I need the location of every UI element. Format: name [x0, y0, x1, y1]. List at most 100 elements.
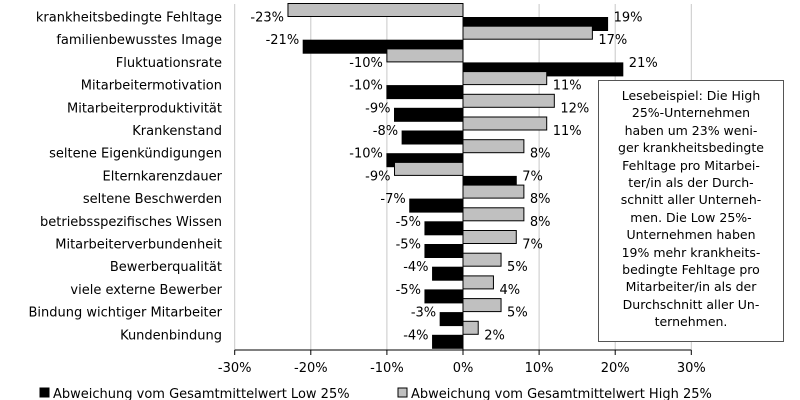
- category-label: familienbewusstes Image: [56, 33, 222, 48]
- value-label: -10%: [349, 79, 383, 94]
- bar-high: [462, 25, 593, 40]
- value-label: 4%: [499, 283, 520, 298]
- bars: [287, 3, 624, 349]
- category-label: Elternkarenzdauer: [103, 169, 223, 184]
- value-label: 2%: [484, 328, 505, 343]
- category-label: Mitarbeiterverbundenheit: [55, 238, 222, 253]
- x-tick-label: 30%: [677, 361, 706, 376]
- bar-high: [394, 161, 464, 176]
- value-label: 17%: [598, 33, 627, 48]
- annotation-line: 19% mehr krankheits-: [621, 244, 761, 260]
- category-label: viele externe Bewerber: [70, 283, 222, 298]
- value-label: 8%: [530, 192, 551, 207]
- value-label: -10%: [349, 56, 383, 71]
- bar-low: [409, 198, 464, 213]
- category-label: Fluktuationsrate: [116, 56, 222, 71]
- category-label: Krankenstand: [132, 124, 222, 139]
- bar-low: [401, 130, 464, 145]
- value-label: 8%: [530, 215, 551, 230]
- value-label: -4%: [403, 260, 428, 275]
- annotation-line: men. Die Low 25%-: [630, 209, 752, 225]
- x-tick-label: -20%: [294, 361, 328, 376]
- annotation-line: ter/in als der Durch-: [628, 175, 754, 191]
- value-label: -21%: [266, 33, 300, 48]
- value-label: 5%: [507, 306, 528, 321]
- value-label: -5%: [396, 215, 421, 230]
- category-labels: krankheitsbedingte Fehltage familienbewus…: [29, 11, 223, 344]
- bar-low: [424, 221, 464, 236]
- bar-high: [462, 275, 494, 290]
- annotation-line: Lesebeispiel: Die High: [621, 88, 761, 103]
- value-label: 7%: [522, 169, 543, 184]
- bar-low: [424, 289, 464, 304]
- bar-low: [432, 266, 464, 281]
- x-tick-label: 10%: [525, 361, 554, 376]
- value-label: -7%: [380, 192, 405, 207]
- legend-label-high: Abweichung vom Gesamtmittelwert High 25%: [411, 387, 712, 400]
- category-label: krankheitsbedingte Fehltage: [36, 11, 222, 26]
- category-label: seltene Beschwerden: [83, 192, 222, 207]
- value-label: 7%: [522, 238, 543, 253]
- bar-high: [462, 298, 502, 313]
- value-label: -9%: [365, 169, 390, 184]
- bar-high: [462, 93, 555, 108]
- annotation-line: ternehmen.: [654, 314, 728, 330]
- bar-low: [394, 107, 464, 122]
- bar-high: [462, 252, 502, 267]
- x-axis: -30% -20% -10% 0% 10% 20% 30%: [218, 349, 706, 376]
- value-label: -23%: [250, 11, 284, 26]
- bar-low: [386, 85, 464, 100]
- value-label: -9%: [365, 101, 390, 116]
- bar-high: [462, 207, 525, 222]
- legend-label-low: Abweichung vom Gesamtmittelwert Low 25%: [53, 387, 350, 400]
- value-label: -5%: [396, 238, 421, 253]
- bar-high: [462, 230, 517, 244]
- value-label: -8%: [373, 124, 398, 139]
- annotation-line: Unternehmen haben: [626, 227, 756, 243]
- x-tick-label: -10%: [370, 361, 404, 376]
- value-label: 12%: [560, 101, 589, 116]
- bar-high: [462, 184, 525, 199]
- x-tick-label: 0%: [453, 361, 474, 376]
- annotation-line: ger krankheitsbedingte: [618, 140, 764, 156]
- annotation-line: Mitarbeiter/in als der: [625, 279, 757, 295]
- category-label: betriebsspezifisches Wissen: [40, 215, 222, 230]
- annotation-line: schnitt aller Unterneh-: [620, 192, 762, 208]
- legend: Abweichung vom Gesamtmittelwert Low 25% A…: [39, 387, 712, 400]
- value-label: 5%: [507, 260, 528, 275]
- x-tick-label: 20%: [601, 361, 630, 376]
- annotation-line: Durchschnitt aller Un-: [622, 296, 760, 312]
- category-label: seltene Eigenkündigungen: [49, 147, 222, 162]
- value-label: -10%: [349, 147, 383, 162]
- bar-low: [424, 244, 464, 258]
- bar-high: [462, 116, 548, 131]
- value-label: 21%: [629, 56, 658, 71]
- value-label: -3%: [411, 306, 436, 321]
- value-label: 11%: [553, 124, 582, 139]
- legend-swatch-high: [397, 387, 408, 398]
- bar-high: [287, 3, 464, 17]
- bar-high: [462, 71, 548, 86]
- bar-low: [432, 334, 464, 349]
- bar-high: [462, 320, 479, 335]
- annotation-line: 25%-Unternehmen: [631, 105, 751, 121]
- bar-high: [386, 48, 464, 63]
- annotation-line: Fehltage pro Mitarbei-: [622, 157, 760, 173]
- category-label: Mitarbeiterproduktivität: [67, 101, 222, 116]
- value-label: -4%: [403, 328, 428, 343]
- value-label: 11%: [553, 79, 582, 94]
- legend-swatch-low: [39, 387, 50, 398]
- annotation-line: bedingte Fehltage pro: [622, 262, 760, 278]
- value-label: -5%: [396, 283, 421, 298]
- bar-low: [439, 312, 464, 327]
- bar-high: [462, 139, 525, 154]
- category-label: Bewerberqualität: [110, 260, 222, 275]
- value-labels: 19% -23% -21% 17%21% -10% -10% 11% -9% 12% -8% 11%…: [250, 11, 657, 344]
- category-label: Kundenbindung: [120, 328, 222, 343]
- value-label: 8%: [530, 147, 551, 162]
- category-label: Bindung wichtiger Mitarbeiter: [29, 306, 223, 321]
- annotation-line: haben um 23% weni-: [624, 122, 758, 138]
- value-label: 19%: [614, 11, 643, 26]
- reading-example-box: Lesebeispiel: Die High 25%-Unternehmen hab…: [598, 80, 784, 342]
